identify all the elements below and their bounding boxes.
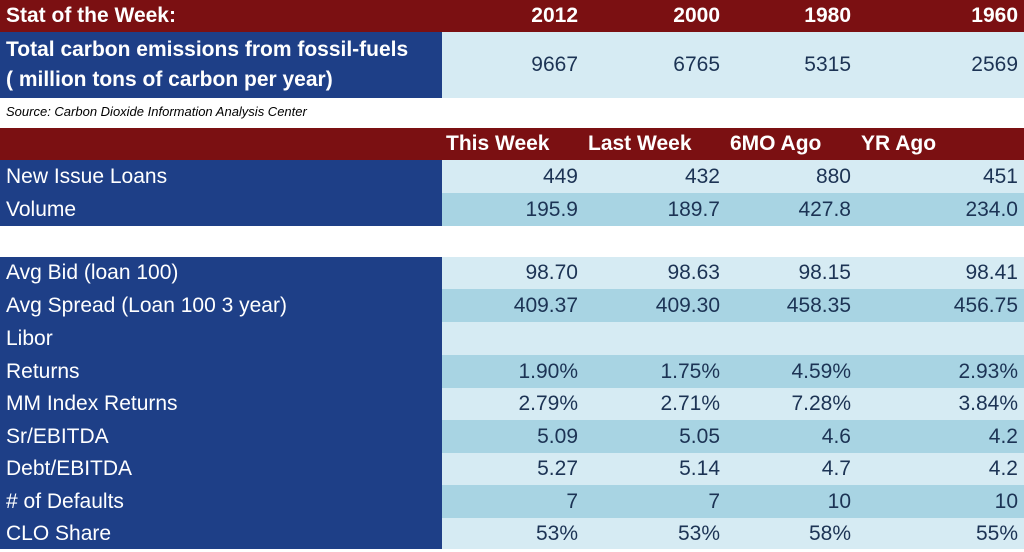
- loans-header-row: This Week Last Week 6MO Ago YR Ago: [0, 128, 1024, 160]
- cell-value: 2.71%: [584, 388, 726, 420]
- cell-value: 4.59%: [726, 355, 857, 388]
- cell-value: 4.2: [857, 420, 1024, 453]
- cell-value: 195.9: [442, 193, 584, 226]
- cell-value: 3.84%: [857, 388, 1024, 420]
- cell-value: 432: [584, 160, 726, 193]
- stat-header-row: Stat of the Week: 2012 2000 1980 1960: [0, 0, 1024, 32]
- row-label: Libor: [0, 322, 442, 355]
- column-header-last-week: Last Week: [584, 128, 726, 160]
- stat-metric-line1: Total carbon emissions from fossil-fuels: [6, 38, 409, 61]
- cell-value: 4.6: [726, 420, 857, 453]
- cell-value: 98.70: [442, 257, 584, 289]
- cell-value: [584, 322, 726, 355]
- cell-value: 189.7: [584, 193, 726, 226]
- stat-value: 9667: [442, 32, 584, 98]
- stat-value: 5315: [726, 32, 857, 98]
- cell-value: 10: [857, 485, 1024, 518]
- stat-metric-line2: ( million tons of carbon per year): [6, 68, 333, 91]
- cell-value: 5.27: [442, 453, 584, 485]
- cell-value: 1.90%: [442, 355, 584, 388]
- cell-value: 53%: [442, 518, 584, 549]
- cell-value: 58%: [726, 518, 857, 549]
- stat-value: 2569: [857, 32, 1024, 98]
- cell-value: 5.05: [584, 420, 726, 453]
- column-header-this-week: This Week: [442, 128, 584, 160]
- cell-value: 451: [857, 160, 1024, 193]
- cell-value: 98.41: [857, 257, 1024, 289]
- row-label: Avg Spread (Loan 100 3 year): [0, 289, 442, 322]
- cell-value: [726, 322, 857, 355]
- source-note: Source: Carbon Dioxide Information Analy…: [6, 104, 307, 119]
- cell-value: 880: [726, 160, 857, 193]
- stat-year-2012: 2012: [442, 0, 584, 32]
- cell-value: 409.37: [442, 289, 584, 322]
- stat-metric-label: Total carbon emissions from fossil-fuels…: [0, 32, 442, 98]
- cell-value: [442, 322, 584, 355]
- cell-value: 5.14: [584, 453, 726, 485]
- cell-value: 458.35: [726, 289, 857, 322]
- row-label: New Issue Loans: [0, 160, 442, 193]
- cell-value: 2.79%: [442, 388, 584, 420]
- table-row: Avg Spread (Loan 100 3 year) 409.37 409.…: [0, 289, 1024, 322]
- row-label: Avg Bid (loan 100): [0, 257, 442, 289]
- cell-value: 449: [442, 160, 584, 193]
- cell-value: 456.75: [857, 289, 1024, 322]
- row-label: Debt/EBITDA: [0, 453, 442, 485]
- table-row: Sr/EBITDA 5.09 5.05 4.6 4.2: [0, 420, 1024, 453]
- table-row: New Issue Loans 449 432 880 451: [0, 160, 1024, 193]
- cell-value: 10: [726, 485, 857, 518]
- cell-value: 427.8: [726, 193, 857, 226]
- table-row: Libor: [0, 322, 1024, 355]
- stat-value: 6765: [584, 32, 726, 98]
- cell-value: 53%: [584, 518, 726, 549]
- stat-year-1960: 1960: [857, 0, 1024, 32]
- table-row: # of Defaults 7 7 10 10: [0, 485, 1024, 518]
- table-row: MM Index Returns 2.79% 2.71% 7.28% 3.84%: [0, 388, 1024, 420]
- table-row: Debt/EBITDA 5.27 5.14 4.7 4.2: [0, 453, 1024, 485]
- stat-title: Stat of the Week:: [0, 0, 442, 32]
- cell-value: 2.93%: [857, 355, 1024, 388]
- table-row: Returns 1.90% 1.75% 4.59% 2.93%: [0, 355, 1024, 388]
- cell-value: 409.30: [584, 289, 726, 322]
- column-header-6mo-ago: 6MO Ago: [726, 128, 857, 160]
- row-label: Volume: [0, 193, 442, 226]
- row-label: # of Defaults: [0, 485, 442, 518]
- cell-value: 5.09: [442, 420, 584, 453]
- bottom-margin: [0, 549, 1024, 552]
- stat-year-2000: 2000: [584, 0, 726, 32]
- table-row: Avg Bid (loan 100) 98.70 98.63 98.15 98.…: [0, 257, 1024, 289]
- stat-metric-row: Total carbon emissions from fossil-fuels…: [0, 32, 1024, 98]
- cell-value: 4.2: [857, 453, 1024, 485]
- cell-value: 98.63: [584, 257, 726, 289]
- cell-value: 1.75%: [584, 355, 726, 388]
- cell-value: 7.28%: [726, 388, 857, 420]
- stat-year-1980: 1980: [726, 0, 857, 32]
- row-label: Returns: [0, 355, 442, 388]
- row-label: MM Index Returns: [0, 388, 442, 420]
- row-label: Sr/EBITDA: [0, 420, 442, 453]
- table-row: CLO Share 53% 53% 58% 55%: [0, 518, 1024, 549]
- cell-value: 98.15: [726, 257, 857, 289]
- table-row: Volume 195.9 189.7 427.8 234.0: [0, 193, 1024, 226]
- row-label: CLO Share: [0, 518, 442, 549]
- cell-value: 234.0: [857, 193, 1024, 226]
- cell-value: 7: [442, 485, 584, 518]
- cell-value: 4.7: [726, 453, 857, 485]
- cell-value: 7: [584, 485, 726, 518]
- column-header-yr-ago: YR Ago: [857, 128, 1024, 160]
- cell-value: [857, 322, 1024, 355]
- cell-value: 55%: [857, 518, 1024, 549]
- loans-header-blank: [0, 128, 442, 160]
